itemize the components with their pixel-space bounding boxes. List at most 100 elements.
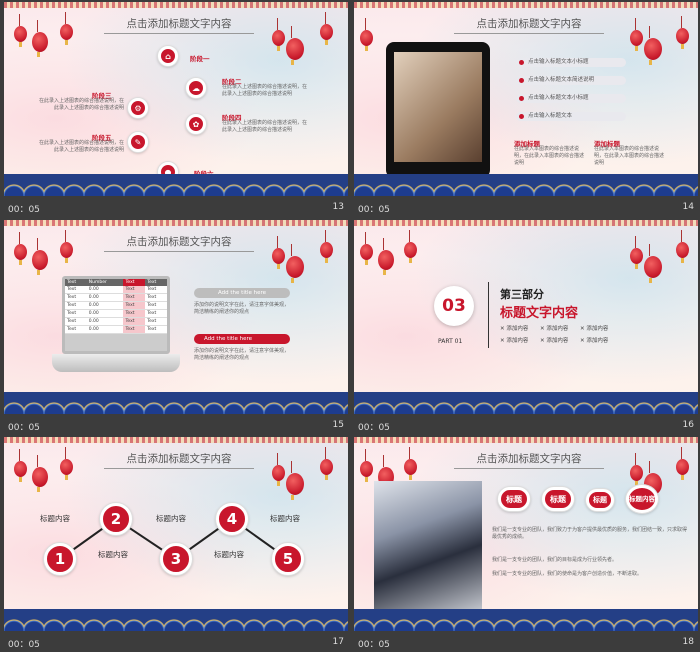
slide-title: 点击添加标题文字内容 (454, 16, 604, 34)
section-label: 第三部分 (500, 288, 544, 301)
title-pill-1: Add the title here (194, 288, 290, 298)
table-header-cell: Text (123, 279, 146, 286)
table-cell: Text (65, 286, 87, 294)
table-row: Text 0.00 Text Text (65, 286, 167, 294)
slide-thumb-15[interactable]: 点击添加标题文字内容 Text Number Text Text Text 0.00 Te… (4, 220, 348, 435)
step-connectors (59, 517, 289, 561)
laptop-image: Text Number Text Text Text 0.00 Text Text Text 0… (62, 276, 170, 354)
table-cell: Text (123, 309, 146, 318)
title-pill-2: Add the title here (194, 334, 290, 344)
table-cell: Text (145, 293, 167, 302)
section-title: 标题文字内容 (500, 306, 579, 321)
lantern-icon (630, 18, 643, 51)
slide-title: 点击添加标题文字内容 (104, 16, 254, 34)
section-item: ✕ 添加内容 (580, 326, 609, 332)
gear-icon: ⚙ (128, 98, 148, 118)
slide-title: 点击添加标题文字内容 (104, 451, 254, 469)
lantern-icon (630, 453, 643, 486)
slide-number: 14 (682, 202, 694, 212)
lantern-icon (676, 16, 689, 49)
lantern-icon (272, 18, 285, 51)
slide-time: 00：05 (8, 205, 40, 215)
lantern-icon (286, 26, 304, 65)
lantern-icon (644, 244, 662, 283)
table-header-cell: Number (86, 279, 124, 286)
section-item: ✕ 添加内容 (500, 326, 529, 332)
step-label: 标题内容 (156, 514, 186, 523)
slide-time: 00：05 (8, 423, 40, 433)
lantern-icon (60, 230, 73, 263)
slide-time: 00：05 (358, 423, 390, 433)
step-label: 标题内容 (270, 514, 300, 523)
table-row: Text 0.00 Text Text (65, 301, 167, 310)
lantern-icon (60, 12, 73, 45)
slide-thumb-17[interactable]: 点击添加标题文字内容 1 2 3 4 5 标题内容 标题内容 标题内容 标题内容… (4, 437, 348, 652)
slide-thumb-13[interactable]: 点击添加标题文字内容 ⌂ 阶段一 ☁ 阶段二 在此录入上述图表的综合描述说明，在… (4, 2, 348, 217)
lantern-icon (630, 236, 643, 269)
table-cell: Text (65, 317, 87, 326)
lantern-icon (360, 449, 373, 482)
handshake-photo (374, 481, 482, 613)
arrow-step-4: 标题内容 (626, 485, 658, 513)
section-item: ✕ 添加内容 (580, 338, 609, 344)
lantern-icon (404, 447, 417, 480)
lantern-icon (360, 18, 373, 51)
lantern-icon (676, 447, 689, 480)
table-cell: 0.00 (86, 301, 124, 310)
slide-thumb-18[interactable]: 点击添加标题文字内容 标题 标题 标题 标题内容 我们是一支专业的团队，我们致力… (354, 437, 698, 652)
table-row: Text 0.00 Text Text (65, 325, 167, 334)
table-cell: Text (123, 293, 146, 302)
settings-icon: ✿ (186, 114, 206, 134)
lantern-icon (272, 236, 285, 269)
step-label: 标题内容 (40, 514, 70, 523)
table-cell: Text (123, 286, 146, 294)
slide-time: 00：05 (358, 640, 390, 650)
tablet-image (386, 42, 490, 178)
table-cell: Text (65, 301, 87, 310)
arrow-step-2: 标题 (542, 487, 574, 511)
step-1: 1 (44, 543, 76, 575)
table-cell: Text (145, 301, 167, 310)
section-item: ✕ 添加内容 (500, 338, 529, 344)
lantern-icon (14, 14, 27, 47)
lantern-icon (676, 230, 689, 263)
table-cell: Text (145, 317, 167, 326)
section-item: ✕ 添加内容 (540, 338, 569, 344)
lantern-icon (60, 447, 73, 480)
data-table: Text Number Text Text Text 0.00 Text Text Text 0… (65, 279, 167, 334)
table-cell: Text (65, 293, 87, 302)
step-label: 标题内容 (98, 550, 128, 559)
lantern-icon (320, 12, 333, 45)
table-cell: Text (123, 317, 146, 326)
lantern-icon (286, 244, 304, 283)
table-cell: Text (145, 309, 167, 318)
arrow-step-1: 标题 (498, 487, 530, 511)
table-header-cell: Text (145, 279, 167, 286)
table-cell: 0.00 (86, 309, 124, 318)
lantern-icon (32, 238, 48, 275)
section-items: ✕ 添加内容 ✕ 添加内容 ✕ 添加内容 ✕ 添加内容 ✕ 添加内容 ✕ 添加内容 (500, 324, 620, 344)
slide-thumb-16[interactable]: 03 PART 01 第三部分 标题文字内容 ✕ 添加内容 ✕ 添加内容 ✕ 添加内… (354, 220, 698, 435)
table-row: Text 0.00 Text Text (65, 317, 167, 326)
slide-number: 17 (332, 637, 344, 647)
lantern-icon (644, 26, 662, 65)
step-4: 4 (216, 503, 248, 535)
home-icon: ⌂ (158, 46, 178, 66)
step-3: 3 (160, 543, 192, 575)
table-cell: Text (145, 325, 167, 334)
table-cell: 0.00 (86, 293, 124, 302)
lantern-icon (32, 20, 48, 57)
slide-number: 18 (682, 637, 694, 647)
slide-thumb-14[interactable]: 点击添加标题文字内容 点击输入标题文本小标题 点击输入标题文本简述说明 点击输入… (354, 2, 698, 217)
cloud-icon: ☁ (186, 78, 206, 98)
slide-title: 点击添加标题文字内容 (454, 451, 604, 469)
table-cell: Text (123, 301, 146, 310)
table-cell: 0.00 (86, 325, 124, 334)
table-cell: Text (145, 286, 167, 294)
lantern-icon (286, 461, 304, 500)
slide-title: 点击添加标题文字内容 (104, 234, 254, 252)
slide-time: 00：05 (8, 640, 40, 650)
slide-number: 16 (682, 420, 694, 430)
lantern-icon (320, 447, 333, 480)
table-header-cell: Text (65, 279, 87, 286)
